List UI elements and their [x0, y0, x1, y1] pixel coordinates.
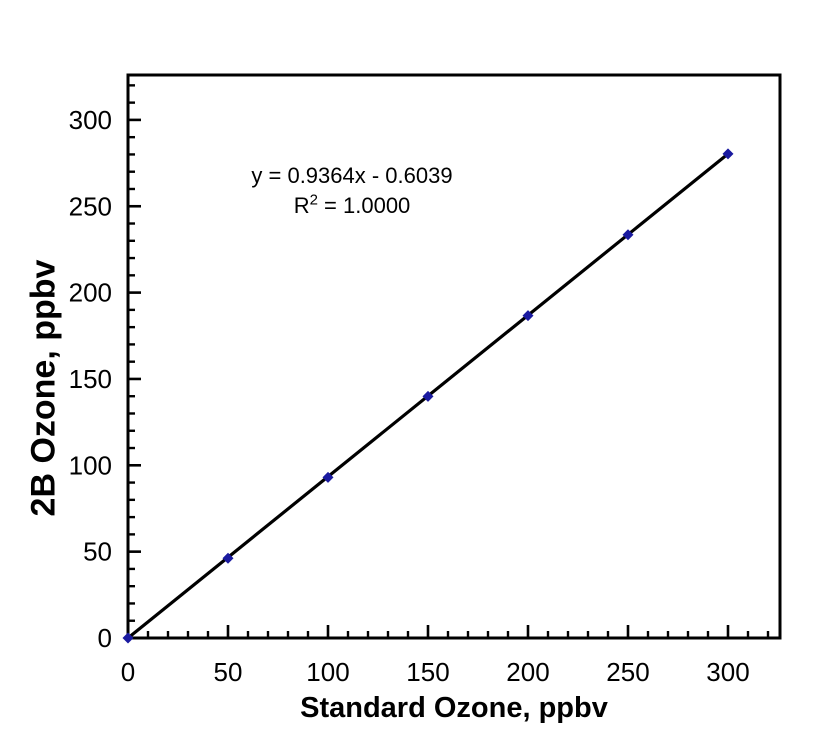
r-squared-superscript: 2 — [309, 191, 318, 209]
data-point-marker — [522, 310, 534, 322]
y-tick-label: 250 — [69, 191, 112, 221]
x-tick-label: 150 — [406, 657, 449, 687]
y-axis-title: 2B Ozone, ppbv — [24, 259, 63, 517]
data-point-marker — [322, 471, 334, 483]
y-tick-label: 50 — [83, 537, 112, 567]
x-tick-label: 0 — [121, 657, 135, 687]
data-point-marker — [222, 552, 234, 564]
y-tick-label: 0 — [98, 623, 112, 653]
y-tick-label: 150 — [69, 364, 112, 394]
data-point-marker — [722, 148, 734, 160]
trendline-equation: y = 0.9364x - 0.6039 — [251, 163, 453, 188]
x-axis-title: Standard Ozone, ppbv — [300, 692, 608, 724]
y-tick-label: 200 — [69, 278, 112, 308]
x-tick-label: 250 — [606, 657, 649, 687]
data-point-marker — [122, 632, 134, 644]
r-squared-value: = 1.0000 — [317, 193, 411, 218]
r-squared-text: R2 = 1.0000 — [177, 191, 527, 221]
y-tick-label: 300 — [69, 105, 112, 135]
data-point-marker — [622, 229, 634, 241]
y-tick-label: 100 — [69, 450, 112, 480]
x-tick-label: 100 — [306, 657, 349, 687]
trendline-annotation: y = 0.9364x - 0.6039 R2 = 1.0000 — [177, 161, 527, 221]
x-tick-label: 300 — [706, 657, 749, 687]
data-point-marker — [422, 390, 434, 402]
r-squared-base: R — [293, 193, 310, 218]
plot-border — [126, 73, 782, 640]
x-tick-label: 200 — [506, 657, 549, 687]
x-tick-label: 50 — [214, 657, 243, 687]
